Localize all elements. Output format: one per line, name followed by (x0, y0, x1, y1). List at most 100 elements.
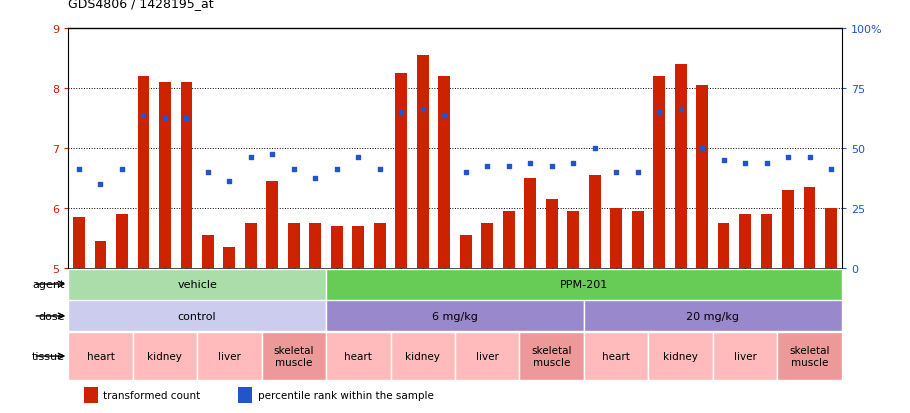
Bar (326, 332, 390, 380)
Text: liver: liver (476, 351, 499, 361)
Point (244, 154, 258, 161)
Point (200, 169, 215, 176)
Point (179, 115, 194, 122)
Text: kidney: kidney (147, 351, 182, 361)
Point (803, 154, 817, 161)
Point (480, 163, 494, 170)
Point (738, 160, 753, 167)
Point (781, 154, 795, 161)
Text: liver: liver (218, 351, 241, 361)
Bar (455, 332, 520, 380)
Bar (546, 199, 558, 268)
Text: vehicle: vehicle (177, 279, 217, 290)
Bar (481, 223, 493, 268)
Bar (245, 223, 257, 268)
Bar (68, 332, 133, 380)
Bar (611, 208, 622, 268)
Point (759, 160, 774, 167)
Point (394, 109, 409, 116)
Point (157, 115, 172, 122)
Bar (374, 223, 386, 268)
Point (673, 106, 688, 113)
Text: kidney: kidney (405, 351, 440, 361)
Bar (761, 214, 773, 268)
Bar (68, 301, 326, 332)
Bar (84, 387, 97, 404)
Bar (589, 176, 601, 268)
Text: percentile rank within the sample: percentile rank within the sample (258, 390, 434, 401)
Text: skeletal
muscle: skeletal muscle (274, 345, 314, 367)
Text: dose: dose (38, 311, 65, 321)
Bar (782, 190, 794, 268)
Bar (439, 77, 450, 268)
Bar (503, 211, 515, 268)
Text: skeletal
muscle: skeletal muscle (789, 345, 830, 367)
Point (587, 145, 602, 152)
Text: GDS4806 / 1428195_at: GDS4806 / 1428195_at (68, 0, 214, 10)
Text: skeletal
muscle: skeletal muscle (531, 345, 572, 367)
Point (416, 106, 430, 113)
Point (523, 160, 538, 167)
Bar (331, 226, 343, 268)
Bar (653, 77, 665, 268)
Bar (718, 223, 730, 268)
Bar (309, 223, 321, 268)
Point (372, 166, 387, 173)
Point (72, 166, 86, 173)
Bar (197, 332, 262, 380)
Bar (395, 74, 407, 268)
Bar (417, 56, 429, 268)
Point (351, 154, 366, 161)
Text: kidney: kidney (663, 351, 698, 361)
Bar (262, 332, 326, 380)
Bar (632, 211, 643, 268)
Bar (352, 226, 364, 268)
Bar (567, 211, 579, 268)
Point (93, 181, 107, 188)
Point (287, 166, 301, 173)
Point (136, 112, 151, 119)
Point (566, 160, 581, 167)
Bar (460, 235, 471, 268)
Bar (133, 332, 197, 380)
Bar (238, 387, 252, 404)
Bar (777, 332, 842, 380)
Bar (584, 301, 842, 332)
Point (824, 166, 838, 173)
Text: PPM-201: PPM-201 (560, 279, 608, 290)
Bar (520, 332, 584, 380)
Point (501, 163, 516, 170)
Text: heart: heart (602, 351, 630, 361)
Bar (202, 235, 214, 268)
Bar (137, 77, 149, 268)
Bar (524, 178, 536, 268)
Bar (288, 223, 299, 268)
Bar (180, 83, 192, 268)
Bar (68, 269, 326, 300)
Bar (648, 332, 713, 380)
Point (544, 163, 559, 170)
Point (265, 151, 279, 158)
Point (716, 157, 731, 164)
Bar (116, 214, 128, 268)
Bar (739, 214, 751, 268)
Point (631, 169, 645, 176)
Bar (73, 217, 85, 268)
Point (222, 178, 237, 185)
Text: liver: liver (733, 351, 756, 361)
Point (609, 169, 623, 176)
Bar (804, 188, 815, 268)
Text: 6 mg/kg: 6 mg/kg (432, 311, 478, 321)
Bar (326, 269, 842, 300)
Point (652, 109, 666, 116)
Bar (825, 208, 837, 268)
Bar (584, 332, 648, 380)
Text: transformed count: transformed count (103, 390, 200, 401)
Bar (224, 247, 236, 268)
Point (695, 145, 710, 152)
Point (329, 166, 344, 173)
Point (437, 112, 451, 119)
Text: 20 mg/kg: 20 mg/kg (686, 311, 739, 321)
Bar (696, 86, 708, 268)
Point (308, 175, 323, 182)
